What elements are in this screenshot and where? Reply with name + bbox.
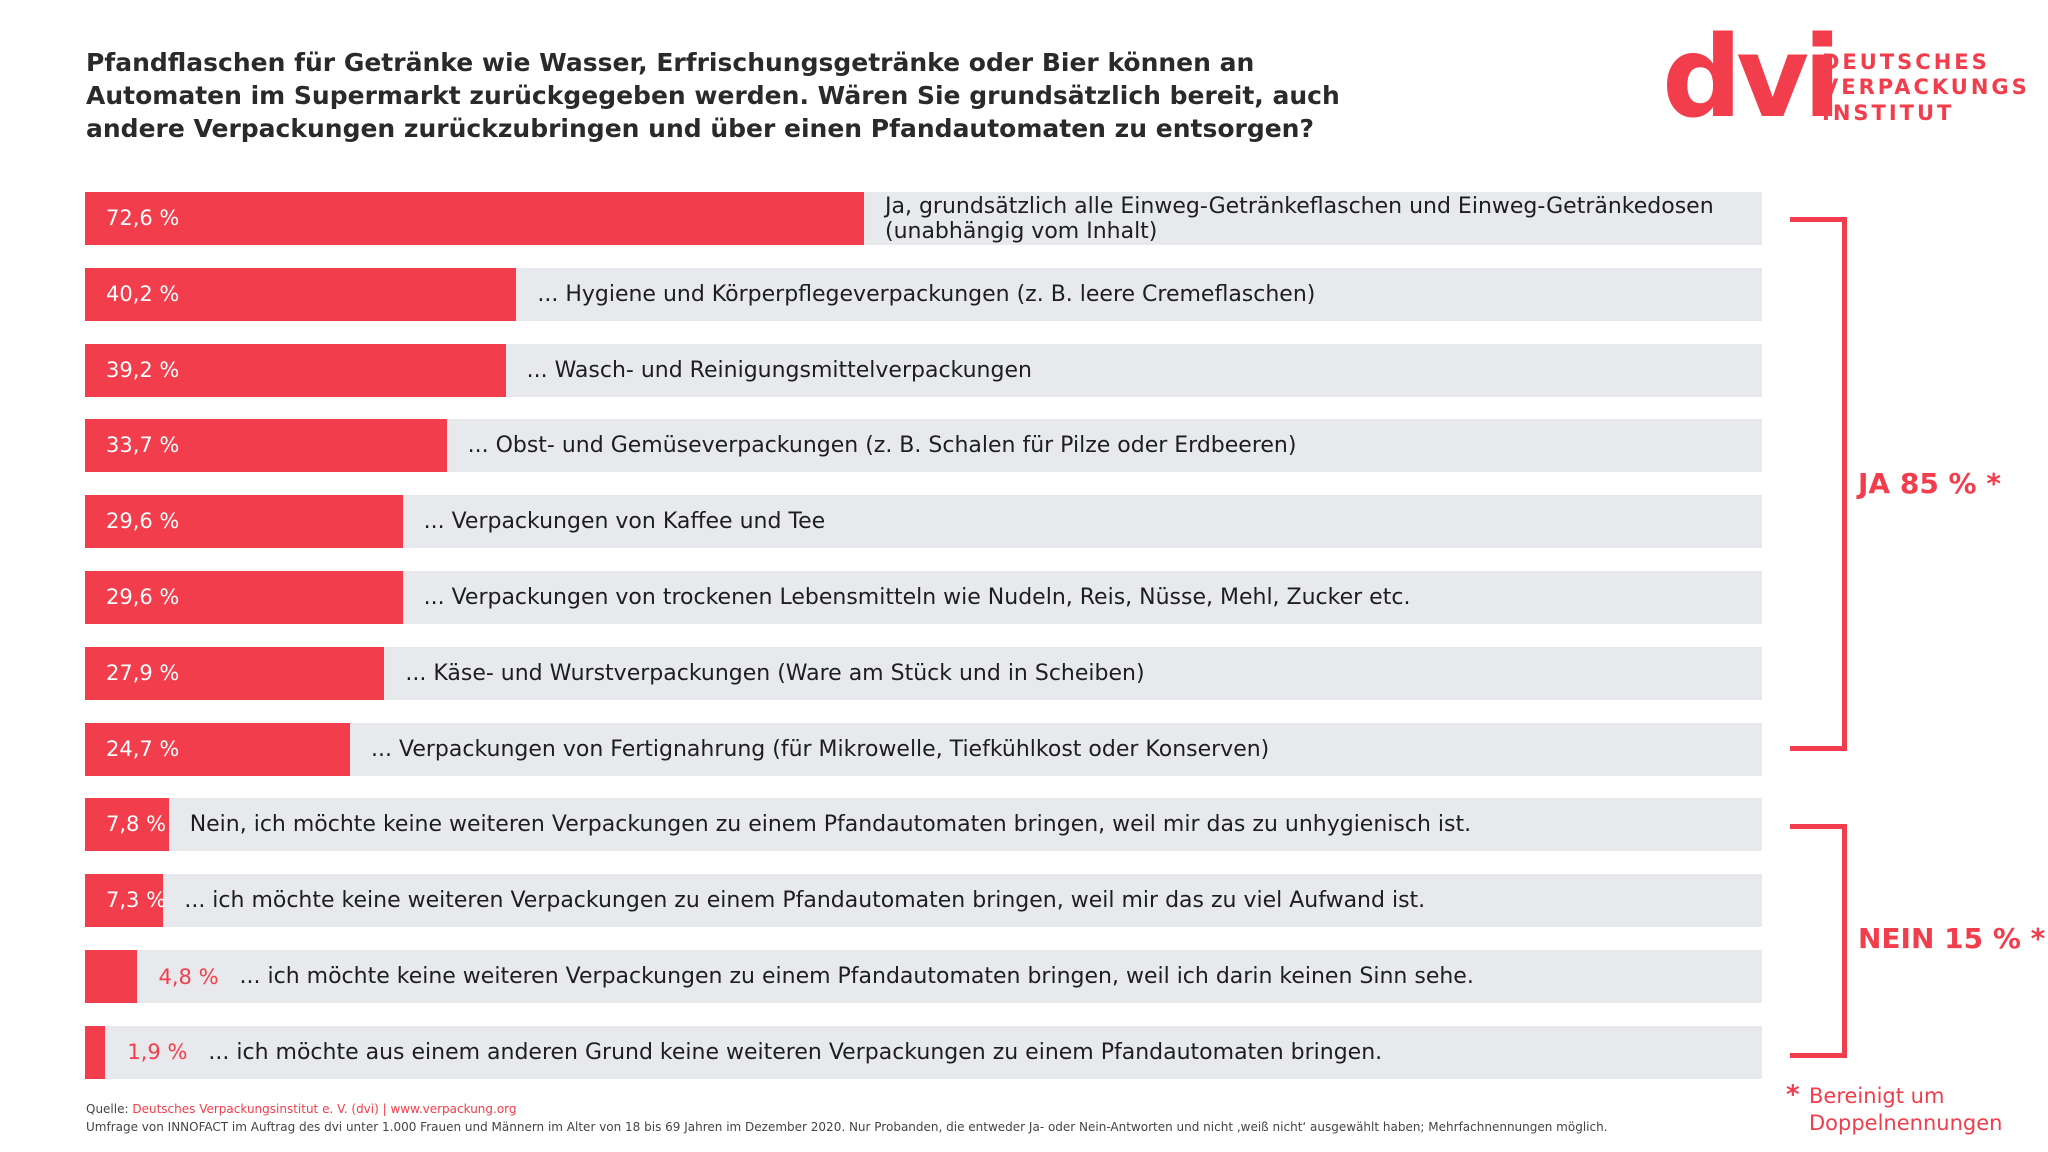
bar-track: 1,9 % ... ich möchte aus einem anderen Gr… <box>85 1025 1762 1079</box>
value-label: 40,2 % <box>106 281 180 306</box>
category-label: ... Hygiene und Körperpflegeverpackungen… <box>537 281 1316 307</box>
footnote-star: * <box>1786 1080 1800 1110</box>
bar <box>85 1025 106 1079</box>
bar-track: 29,6 % ... Verpackungen von Kaffee und Te… <box>85 495 1762 549</box>
bar: 39,2 % <box>85 343 506 397</box>
bar-track: 27,9 % ... Käse- und Wurstverpackungen (W… <box>85 646 1762 700</box>
bar-track: 7,3 % ... ich möchte keine weiteren Verpa… <box>85 874 1762 928</box>
logo-text: DEUTSCHES <box>1822 50 1990 74</box>
category-label: Nein, ich möchte keine weiteren Verpacku… <box>189 812 1472 838</box>
bar-track: 24,7 % ... Verpackungen von Fertignahrung… <box>85 722 1762 776</box>
bar: 40,2 % <box>85 267 517 321</box>
bar-track: 4,8 % ... ich möchte keine weiteren Verpa… <box>85 950 1762 1003</box>
bar: 72,6 % <box>85 192 864 245</box>
chart-title: Pfandflaschen für Getränke wie Wasser, E… <box>86 48 1340 143</box>
bracket <box>1790 824 1847 1058</box>
logo-mark: dvi <box>1662 13 1842 143</box>
survey-note: Umfrage von INNOFACT im Auftrag des dvi … <box>86 1120 1608 1134</box>
source-link[interactable]: Deutsches Verpackungsinstitut e. V. (dvi… <box>132 1102 517 1116</box>
footnote: Doppelnennungen <box>1809 1111 2003 1135</box>
logo-text: INSTITUT <box>1822 101 1955 125</box>
bar-track: 29,6 % ... Verpackungen von trockenen Leb… <box>85 571 1762 624</box>
value-label: 7,3 % <box>106 888 167 913</box>
bar-track: 7,8 % Nein, ich möchte keine weiteren Ver… <box>85 798 1762 852</box>
bar: 33,7 % <box>85 419 447 473</box>
category-label: ... ich möchte keine weiteren Verpackung… <box>184 888 1426 914</box>
bar-track: 33,7 % ... Obst- und Gemüseverpackungen (… <box>85 419 1762 473</box>
category-label: Ja, grundsätzlich alle Einweg-Getränkefl… <box>884 193 1714 244</box>
bar <box>85 950 137 1003</box>
value-label: 27,9 % <box>106 660 180 685</box>
category-label: ... Verpackungen von trockenen Lebensmit… <box>423 585 1411 610</box>
bar-track: 72,6 % Ja, grundsätzlich alle Einweg-Getr… <box>85 192 1762 245</box>
logo-text: VERPACKUNGS <box>1822 75 2030 99</box>
value-label: 29,6 % <box>106 509 180 534</box>
category-label: ... ich möchte keine weiteren Verpackung… <box>239 964 1474 989</box>
value-label: 24,7 % <box>106 736 180 761</box>
category-label: ... Verpackungen von Kaffee und Tee <box>423 509 826 535</box>
bar: 7,3 % <box>85 874 167 928</box>
value-label: 33,7 % <box>106 433 180 458</box>
group-label: NEIN 15 % * <box>1858 922 2046 955</box>
footnote: Bereinigt um <box>1809 1084 1945 1108</box>
bar: 27,9 % <box>85 646 385 700</box>
source: Quelle: Deutsches Verpackungsinstitut e.… <box>86 1102 517 1116</box>
bar: 29,6 % <box>85 571 403 624</box>
bar: 24,7 % <box>85 722 351 776</box>
source-prefix: Quelle: <box>86 1102 129 1116</box>
group-label: JA 85 % * <box>1858 467 2001 500</box>
bracket <box>1790 217 1847 751</box>
value-label: 1,9 % <box>127 1040 188 1065</box>
bar-track: 39,2 % ... Wasch- und Reinigungsmittelver… <box>85 343 1762 397</box>
bar: 7,8 % <box>85 798 169 852</box>
value-label: 7,8 % <box>106 812 167 837</box>
category-label: ... Käse- und Wurstverpackungen (Ware am… <box>405 660 1145 686</box>
bar-track: 40,2 % ... Hygiene und Körperpflegeverpac… <box>85 267 1762 321</box>
category-label: ... ich möchte aus einem anderen Grund k… <box>208 1039 1383 1065</box>
value-label: 72,6 % <box>106 206 180 230</box>
category-label: ... Verpackungen von Fertignahrung (für … <box>371 736 1270 762</box>
value-label: 4,8 % <box>158 964 219 989</box>
bar: 29,6 % <box>85 495 403 549</box>
value-label: 39,2 % <box>106 357 180 382</box>
value-label: 29,6 % <box>106 585 180 609</box>
category-label: ... Wasch- und Reinigungsmittelverpackun… <box>526 357 1032 383</box>
category-label: ... Obst- und Gemüseverpackungen (z. B. … <box>467 433 1297 459</box>
